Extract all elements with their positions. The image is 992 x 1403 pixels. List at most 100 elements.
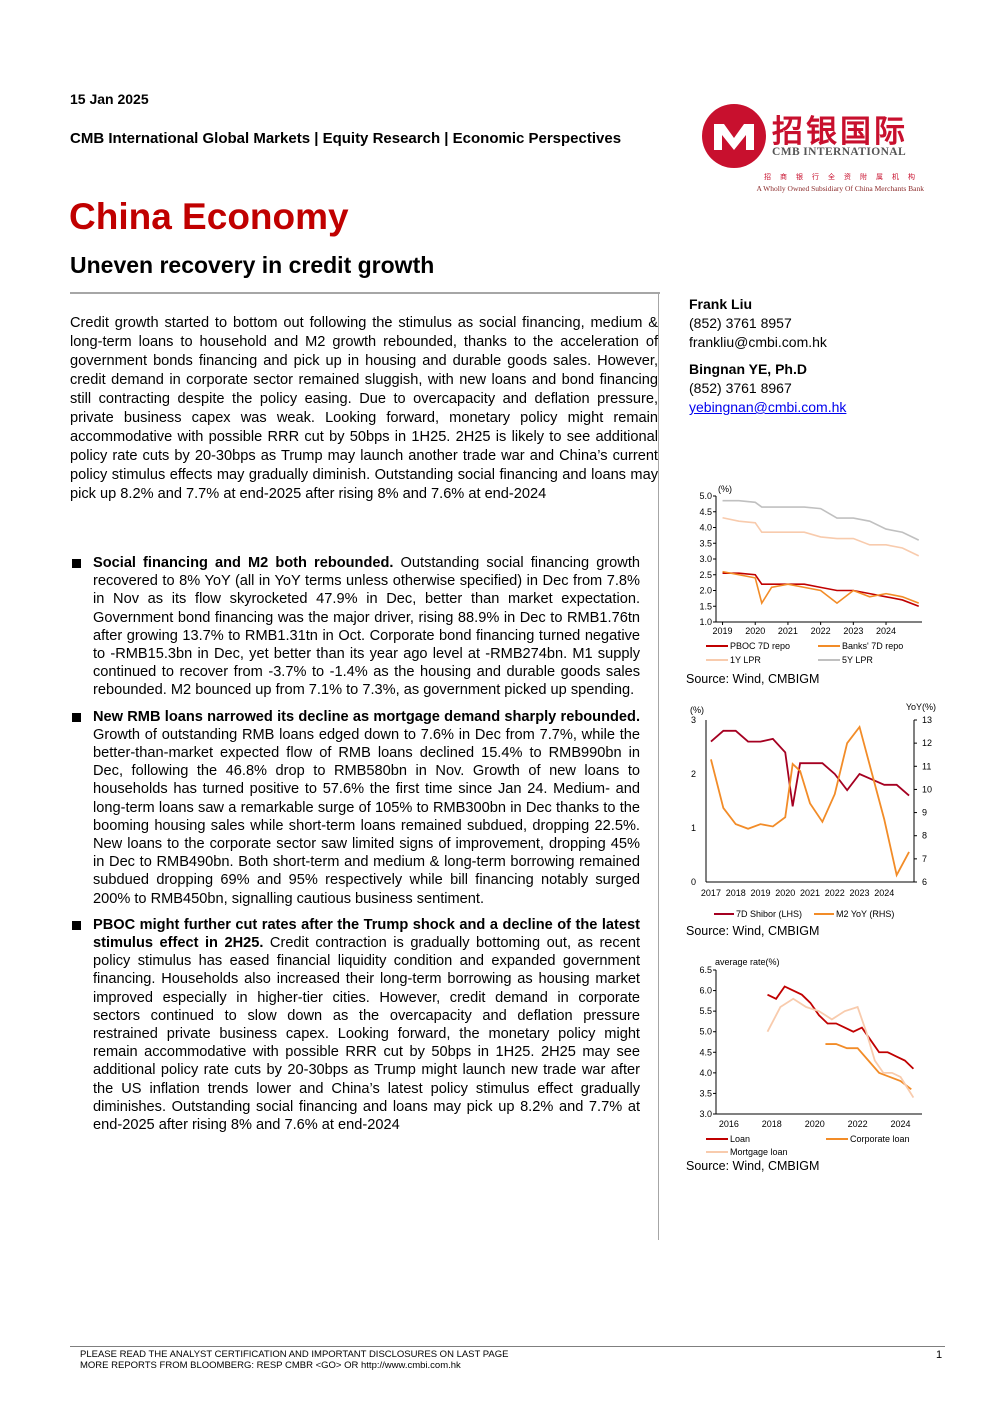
bullet-body: Growth of outstanding RMB loans edged do…: [93, 726, 640, 907]
right-tick-label: 9: [922, 808, 927, 818]
left-tick-label: 1: [691, 823, 696, 833]
legend-label: PBOC 7D repo: [730, 641, 790, 651]
analyst-name: Bingnan YE, Ph.D: [689, 361, 807, 377]
bullet-body: Credit contraction is gradually bottomin…: [93, 935, 641, 1134]
chart-source: Source: Wind, CMBIGM: [686, 672, 820, 686]
series-line: [722, 572, 920, 607]
y-tick-label: 4.0: [699, 1068, 712, 1078]
left-axis-label: (%): [690, 705, 704, 715]
legend-label: 7D Shibor (LHS): [736, 909, 802, 919]
y-tick-label: 5.0: [699, 491, 712, 501]
bullet-item: New RMB loans narrowed its decline as mo…: [70, 708, 640, 908]
x-tick-label: 2022: [848, 1119, 868, 1129]
series-line: [825, 1043, 912, 1091]
bullet-heading: Social financing and M2 both rebounded.: [93, 555, 394, 571]
x-tick-label: 2016: [719, 1119, 739, 1129]
x-tick-label: 2022: [811, 626, 831, 636]
x-tick-label: 2023: [843, 626, 863, 636]
x-tick-label: 2020: [745, 626, 765, 636]
analyst-email: frankliu@cmbi.com.hk: [689, 334, 827, 350]
bullet-heading: PBOC might further cut rates after the T…: [93, 916, 640, 952]
y-tick-label: 3.5: [699, 538, 712, 548]
analyst-phone: (852) 3761 8957: [689, 315, 792, 331]
series-line: [722, 516, 920, 557]
legend-label: 5Y LPR: [842, 655, 873, 665]
footer-line-1: PLEASE READ THE ANALYST CERTIFICATION AN…: [80, 1349, 509, 1360]
x-tick-label: 2019: [750, 888, 770, 898]
cmb-international-logo: 招银国际 CMB INTERNATIONAL 招商银行全资附属机构 A Whol…: [702, 104, 924, 196]
report-date: 15 Jan 2025: [70, 91, 149, 107]
y-tick-label: 5.0: [699, 1027, 712, 1037]
y-tick-label: 4.0: [699, 523, 712, 533]
footer-line-2: MORE REPORTS FROM BLOOMBERG: RESP CMBR <…: [80, 1360, 461, 1371]
title-divider: [70, 292, 660, 294]
right-tick-label: 13: [922, 715, 932, 725]
chart-policy-rates: (%) 5.0 4.5 4.0 3.5 3.0 2.5 2.0 1.5 1.0 2019 2020 20…: [686, 482, 936, 686]
bullet-item: Social financing and M2 both rebounded. …: [70, 554, 640, 700]
x-tick-label: 2020: [805, 1119, 825, 1129]
left-tick-label: 3: [691, 715, 696, 725]
y-tick-label: 4.5: [699, 1047, 712, 1057]
y-tick-label: 2.5: [699, 570, 712, 580]
right-tick-label: 10: [922, 784, 932, 794]
x-tick-label: 2024: [876, 626, 896, 636]
legend-label: Loan: [730, 1134, 750, 1144]
series-line: [722, 570, 920, 606]
y-axis-label: average rate(%): [715, 957, 780, 967]
column-divider: [658, 294, 659, 1240]
report-series: CMB International Global Markets | Equit…: [70, 130, 622, 147]
analyst-phone: (852) 3761 8967: [689, 380, 792, 396]
x-tick-label: 2022: [825, 888, 845, 898]
chart-source: Source: Wind, CMBIGM: [686, 1159, 820, 1173]
x-tick-label: 2017: [701, 888, 721, 898]
legend-label: 1Y LPR: [730, 655, 761, 665]
x-tick-label: 2019: [713, 626, 733, 636]
bullet-square-icon: [72, 559, 81, 568]
series-line: [722, 499, 920, 541]
legend-label: Banks' 7D repo: [842, 641, 903, 651]
analyst-email-link[interactable]: yebingnan@cmbi.com.hk: [689, 399, 847, 415]
bullet-square-icon: [72, 920, 81, 930]
y-tick-label: 3.5: [699, 1088, 712, 1098]
page-number: 1: [936, 1349, 943, 1361]
x-tick-label: 2021: [800, 888, 820, 898]
summary-paragraph: Credit growth started to bottom out foll…: [70, 315, 658, 502]
footer-divider: [70, 1346, 945, 1347]
analyst-name: Frank Liu: [689, 296, 753, 312]
bullet-list: Social financing and M2 both rebounded. …: [70, 554, 640, 1142]
x-tick-label: 2021: [778, 626, 798, 636]
legend-label: Corporate loan: [850, 1134, 910, 1144]
series-line: [710, 729, 910, 807]
bullet-body: Outstanding social financing growth reco…: [93, 555, 640, 699]
right-axis-label: YoY(%): [906, 702, 936, 712]
y-tick-label: 1.0: [699, 617, 712, 627]
logo-chinese-subtitle: 招商银行全资附属机构: [764, 173, 924, 181]
x-tick-label: 2018: [762, 1119, 782, 1129]
legend-label: Mortgage loan: [730, 1147, 788, 1157]
logo-chinese-name: 招银国际: [772, 114, 908, 150]
chart-lending-rates-svg: average rate(%)6.5 6.0 5.5 5.0 4.5 4.0 3.5 3.0 2…: [699, 957, 922, 1157]
y-tick-label: 3.0: [699, 554, 712, 564]
chart-source: Source: Wind, CMBIGM: [686, 924, 820, 938]
x-tick-label: 2020: [775, 888, 795, 898]
x-tick-label: 2024: [874, 888, 894, 898]
bullet-heading: New RMB loans narrowed its decline as mo…: [93, 708, 640, 725]
right-tick-label: 7: [922, 854, 927, 864]
y-tick-label: 2.0: [699, 586, 712, 596]
y-tick-label: 3.0: [699, 1109, 712, 1119]
page-title: China Economy: [69, 196, 349, 237]
x-tick-label: 2024: [891, 1119, 911, 1129]
right-tick-label: 6: [922, 877, 927, 887]
series-line: [766, 997, 915, 1099]
legend-label: M2 YoY (RHS): [836, 909, 894, 919]
y-tick-label: 4.5: [699, 507, 712, 517]
right-tick-label: 12: [922, 738, 932, 748]
logo-english-subtitle: A Wholly Owned Subsidiary Of China Merch…: [756, 184, 924, 193]
analyst-card-2: Bingnan YE, Ph.D (852) 3761 8967 yebingn…: [689, 360, 949, 417]
analyst-card-1: Frank Liu (852) 3761 8957 frankliu@cmbi.…: [689, 295, 949, 352]
x-tick-label: 2023: [850, 888, 870, 898]
series-line: [767, 985, 915, 1070]
right-tick-label: 8: [922, 831, 927, 841]
